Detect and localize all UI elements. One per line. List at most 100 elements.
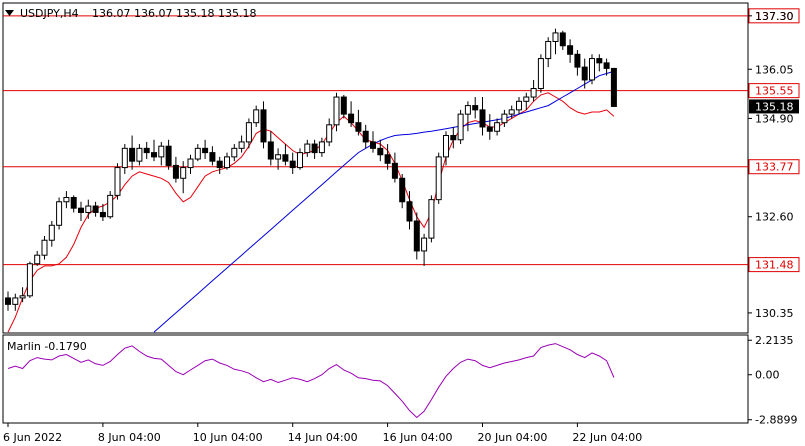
- candle-body: [421, 237, 428, 252]
- time-axis: 6 Jun 2022 8 Jun 04:00 10 Jun 04:00 14 Jun …: [3, 423, 642, 444]
- candle-body: [348, 113, 355, 124]
- candle-body: [304, 143, 311, 154]
- candle-body: [340, 96, 347, 115]
- candle-body: [472, 105, 479, 111]
- candle-body: [355, 122, 362, 132]
- chart-header: USDJPY,H4 136.07 136.07 135.18 135.18: [5, 7, 256, 20]
- candle-body: [129, 147, 136, 162]
- moving-average-line-1: [153, 70, 615, 333]
- level-label-3: 131.48: [755, 259, 794, 272]
- price-tick-label: 137.30: [755, 10, 794, 23]
- candle-body: [12, 297, 19, 305]
- candle-body: [165, 145, 172, 166]
- candle-body: [231, 147, 238, 158]
- candle-body: [245, 122, 252, 143]
- candle-body: [238, 141, 245, 149]
- candle-body: [574, 53, 581, 68]
- ohlc-values: 136.07 136.07 135.18 135.18: [92, 7, 256, 20]
- candle-body: [559, 32, 566, 47]
- candle-body: [85, 205, 92, 213]
- candle-body: [326, 124, 333, 143]
- candle-body: [194, 147, 201, 160]
- candle-body: [603, 62, 610, 69]
- candle-body: [41, 239, 48, 256]
- symbol-label: USDJPY,H4: [20, 7, 79, 20]
- candle-body: [545, 40, 552, 60]
- candle-body: [216, 160, 223, 169]
- candle-body: [48, 224, 55, 241]
- candle-body: [253, 109, 260, 124]
- candle-body: [596, 58, 603, 64]
- indicator-tick-label: 0.00: [755, 369, 780, 382]
- candle-body: [136, 147, 143, 162]
- time-tick-label: 8 Jun 04:00: [98, 431, 161, 444]
- price-axis: 137.30 136.05 134.90 132.60 130.35 135.18: [748, 10, 799, 320]
- candle-body: [209, 152, 216, 162]
- indicator-label: Marlin -0.1790: [7, 340, 87, 353]
- candle-body: [187, 158, 194, 169]
- candle-body: [70, 196, 77, 209]
- candle-body: [362, 130, 369, 143]
- current-price-label: 135.18: [755, 100, 794, 113]
- candle-body: [377, 147, 384, 156]
- candle-body: [486, 126, 493, 132]
- time-tick-label: 14 Jun 04:00: [288, 431, 358, 444]
- candle-body: [289, 160, 296, 169]
- dropdown-arrow-icon[interactable]: [5, 10, 14, 16]
- candle-body: [552, 32, 559, 42]
- candle-body: [523, 96, 530, 102]
- oscillator: [7, 343, 615, 419]
- time-tick-label: 22 Jun 04:00: [572, 431, 642, 444]
- candle-body: [494, 122, 501, 132]
- time-tick-label: 6 Jun 2022: [3, 431, 62, 444]
- candle-body: [26, 263, 33, 297]
- candle-body: [443, 135, 449, 158]
- candle-body: [260, 109, 267, 143]
- level-label-1: 135.55: [755, 85, 794, 98]
- candle-body: [479, 109, 486, 128]
- indicator-tick-label: -2.8899: [755, 414, 797, 427]
- price-tick-label: 134.90: [755, 112, 794, 125]
- candle-body: [267, 141, 274, 160]
- candle-body: [56, 201, 63, 226]
- candle-body: [370, 141, 376, 149]
- price-tick-label: 136.05: [755, 63, 794, 76]
- candle-body: [428, 199, 435, 239]
- time-tick-label: 10 Jun 04:00: [193, 431, 263, 444]
- candle-body: [107, 194, 114, 218]
- candle-body: [5, 297, 11, 305]
- candle-body: [114, 167, 121, 196]
- candle-body: [464, 105, 471, 115]
- candle-body: [224, 156, 230, 169]
- candle-body: [202, 147, 209, 154]
- candle-body: [275, 154, 282, 160]
- candle-body: [413, 220, 420, 252]
- candle-body: [172, 164, 179, 179]
- candle-body: [158, 145, 165, 158]
- candle-body: [99, 211, 106, 218]
- candle-body: [516, 100, 522, 111]
- candle-body: [34, 254, 41, 265]
- candle-body: [143, 147, 150, 154]
- candle-body: [78, 207, 84, 213]
- time-tick-label: 20 Jun 04:00: [478, 431, 548, 444]
- candle-body: [567, 45, 574, 55]
- candle-body: [151, 152, 157, 158]
- candle-body: [399, 177, 406, 203]
- price-tick-label: 132.60: [755, 211, 794, 224]
- level-label-2: 133.77: [755, 161, 794, 174]
- candle-body: [63, 196, 70, 203]
- candle-body: [180, 167, 187, 179]
- candle-body: [311, 143, 318, 154]
- price-tick-label: 130.35: [755, 307, 794, 320]
- candle-body: [406, 201, 413, 222]
- candle-body: [581, 66, 588, 81]
- candle-body: [589, 58, 595, 81]
- candles: [5, 28, 617, 311]
- level-label-0: 137.30: [755, 10, 794, 23]
- candle-body: [333, 96, 340, 126]
- candle-body: [297, 152, 303, 169]
- candle-body: [19, 295, 26, 299]
- candle-body: [92, 205, 99, 213]
